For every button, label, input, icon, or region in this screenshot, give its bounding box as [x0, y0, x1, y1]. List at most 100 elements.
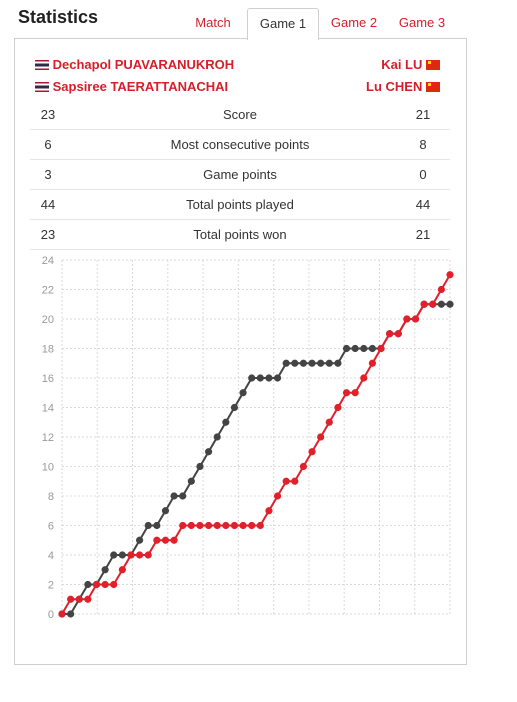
data-point [403, 315, 411, 323]
data-point [230, 403, 239, 412]
stat-row-total-won: 23 Total points won 21 [30, 220, 450, 250]
data-point [101, 580, 109, 589]
stat-left-value: 3 [44, 167, 52, 182]
data-point [101, 566, 109, 574]
data-point [351, 389, 359, 397]
data-point [179, 521, 187, 530]
data-point [144, 521, 152, 530]
stat-row-consecutive: 6 Most consecutive points 8 [30, 130, 450, 160]
left-player-1-name: Dechapol PUAVARANUKROH [52, 57, 235, 72]
stat-right-value: 8 [419, 137, 427, 152]
data-point [342, 389, 351, 397]
data-point [58, 610, 66, 618]
data-point [299, 359, 308, 367]
y-tick-label: 20 [42, 314, 54, 326]
data-point [342, 344, 351, 353]
data-point [161, 536, 170, 544]
data-point [386, 330, 394, 338]
data-point [411, 315, 420, 323]
stat-label: Most consecutive points [170, 137, 310, 152]
y-tick-label: 22 [42, 285, 54, 297]
data-point [196, 462, 204, 471]
data-point [84, 580, 92, 589]
data-point [118, 551, 126, 559]
y-tick-label: 14 [42, 403, 54, 415]
data-point [92, 580, 101, 589]
data-point [446, 271, 454, 279]
y-tick-label: 2 [48, 580, 54, 592]
data-point [239, 521, 247, 530]
data-point [144, 551, 152, 559]
data-point [291, 477, 299, 485]
data-point [317, 433, 325, 441]
tab-game-3[interactable]: Game 3 [398, 15, 446, 30]
data-point [136, 551, 144, 559]
data-point [127, 551, 135, 559]
data-point [299, 462, 308, 471]
stat-label: Total points won [193, 227, 287, 242]
right-player-2-name: Lu CHEN [366, 79, 423, 94]
data-point [273, 492, 282, 500]
china-flag-icon [426, 82, 440, 92]
y-tick-label: 10 [42, 462, 54, 474]
stat-label: Total points played [186, 197, 294, 212]
data-point [334, 359, 342, 367]
tab-match[interactable]: Match [195, 15, 231, 30]
data-point [351, 344, 359, 353]
data-point [325, 359, 333, 367]
data-point [213, 433, 221, 441]
y-tick-label: 0 [48, 609, 54, 621]
data-point [153, 536, 161, 544]
stat-label: Score [223, 107, 257, 122]
page-title: Statistics [18, 7, 99, 27]
data-point [317, 359, 325, 367]
china-flag-icon [426, 60, 440, 70]
tab-game-1[interactable]: Game 1 [247, 8, 319, 40]
data-point [213, 521, 221, 530]
series-line [61, 274, 451, 615]
left-player-1[interactable]: Dechapol PUAVARANUKROH [35, 56, 234, 74]
right-player-2[interactable]: Lu CHEN [366, 78, 440, 96]
left-player-2[interactable]: Sapsiree TAERATTANACHAI [35, 78, 228, 96]
data-point [136, 536, 144, 544]
data-point [239, 389, 247, 397]
data-point [110, 580, 118, 589]
data-point [222, 418, 230, 426]
data-point [118, 566, 126, 574]
y-tick-label: 6 [48, 521, 54, 533]
left-player-2-name: Sapsiree TAERATTANACHAI [52, 79, 229, 94]
data-point [360, 344, 368, 353]
data-point [187, 521, 195, 530]
data-point [84, 595, 92, 603]
data-point [230, 521, 239, 530]
data-point [67, 595, 75, 603]
y-tick-label: 8 [48, 491, 54, 503]
y-tick-label: 24 [42, 255, 54, 267]
data-point [265, 374, 273, 382]
data-point [368, 359, 376, 367]
data-point [420, 300, 428, 308]
data-point [75, 595, 83, 603]
data-point [265, 507, 273, 515]
data-point [334, 403, 342, 412]
data-point [222, 521, 230, 530]
tab-game-2[interactable]: Game 2 [330, 15, 378, 30]
right-player-1-name: Kai LU [381, 57, 423, 72]
data-point [273, 374, 282, 382]
data-point [308, 448, 316, 456]
data-point [248, 521, 256, 530]
data-point [394, 330, 402, 338]
stat-row-total-played: 44 Total points played 44 [30, 190, 450, 220]
data-point [368, 344, 376, 353]
data-point [196, 521, 204, 530]
data-point [437, 285, 445, 294]
data-point [256, 374, 264, 382]
stat-row-game-points: 3 Game points 0 [30, 160, 450, 190]
stat-right-value: 21 [415, 107, 431, 122]
data-point [291, 359, 299, 367]
data-point [325, 418, 333, 426]
stat-right-value: 0 [419, 167, 427, 182]
right-player-1[interactable]: Kai LU [381, 56, 440, 74]
y-tick-label: 18 [42, 344, 54, 356]
